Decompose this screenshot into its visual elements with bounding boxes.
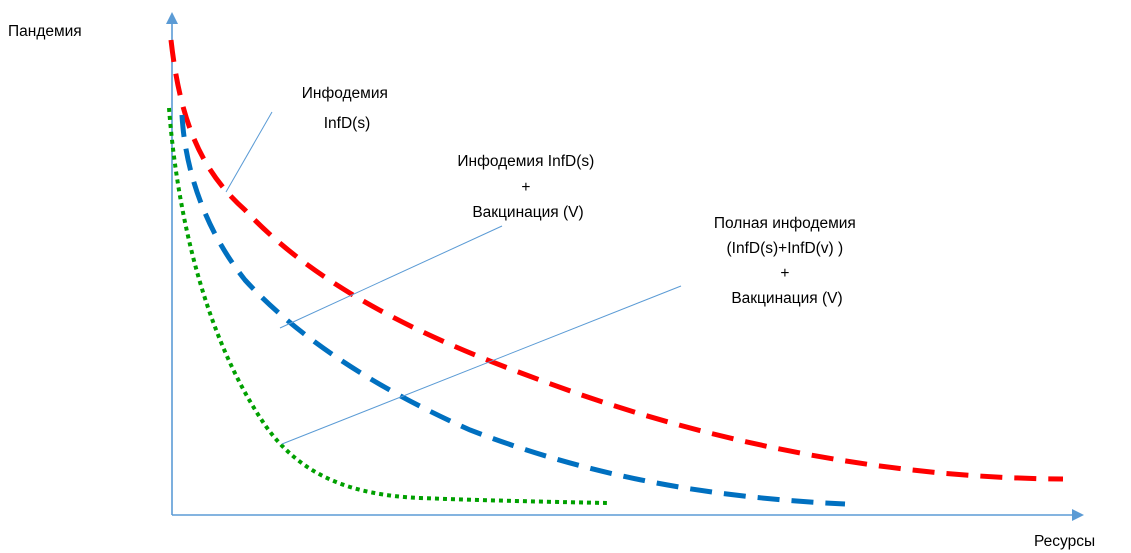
callout-full-infodemic-vaccination-line-3: +: [780, 265, 789, 282]
curve-infodemic: [168, 39, 1064, 482]
callout-infodemic-line-1: Инфодемия: [302, 85, 388, 102]
leader-line-infodemic-vaccination: [279, 225, 503, 329]
callout-full-infodemic-vaccination-line-4: Вакцинация (V): [731, 290, 842, 307]
callout-infodemic-vaccination: Инфодемия InfD(s) + Вакцинация (V): [457, 153, 598, 221]
leader-line-infodemic: [225, 111, 273, 193]
callout-infodemic-vaccination-line-3: Вакцинация (V): [472, 204, 583, 221]
callout-full-infodemic-vaccination-line-1: Полная инфодемия: [714, 215, 856, 232]
callout-full-infodemic-vaccination-line-2: (InfD(s)+InfD(v) ): [727, 240, 844, 257]
leader-line-full-infodemic-vaccination: [281, 285, 682, 445]
x-axis-label: Ресурсы: [1034, 533, 1095, 550]
callout-full-infodemic-vaccination: Полная инфодемия (InfD(s)+InfD(v) ) + Ва…: [714, 215, 860, 307]
callout-infodemic-vaccination-line-2: +: [521, 179, 530, 196]
callout-infodemic-vaccination-line-1: Инфодемия InfD(s): [457, 153, 594, 170]
callout-infodemic-line-2: InfD(s): [324, 115, 371, 132]
curve-full-infodemic-vaccination: [167, 107, 608, 505]
y-axis-label: Пандемия: [8, 23, 82, 40]
curve-infodemic-vaccination: [179, 114, 846, 507]
callout-infodemic: Инфодемия InfD(s): [302, 85, 392, 132]
